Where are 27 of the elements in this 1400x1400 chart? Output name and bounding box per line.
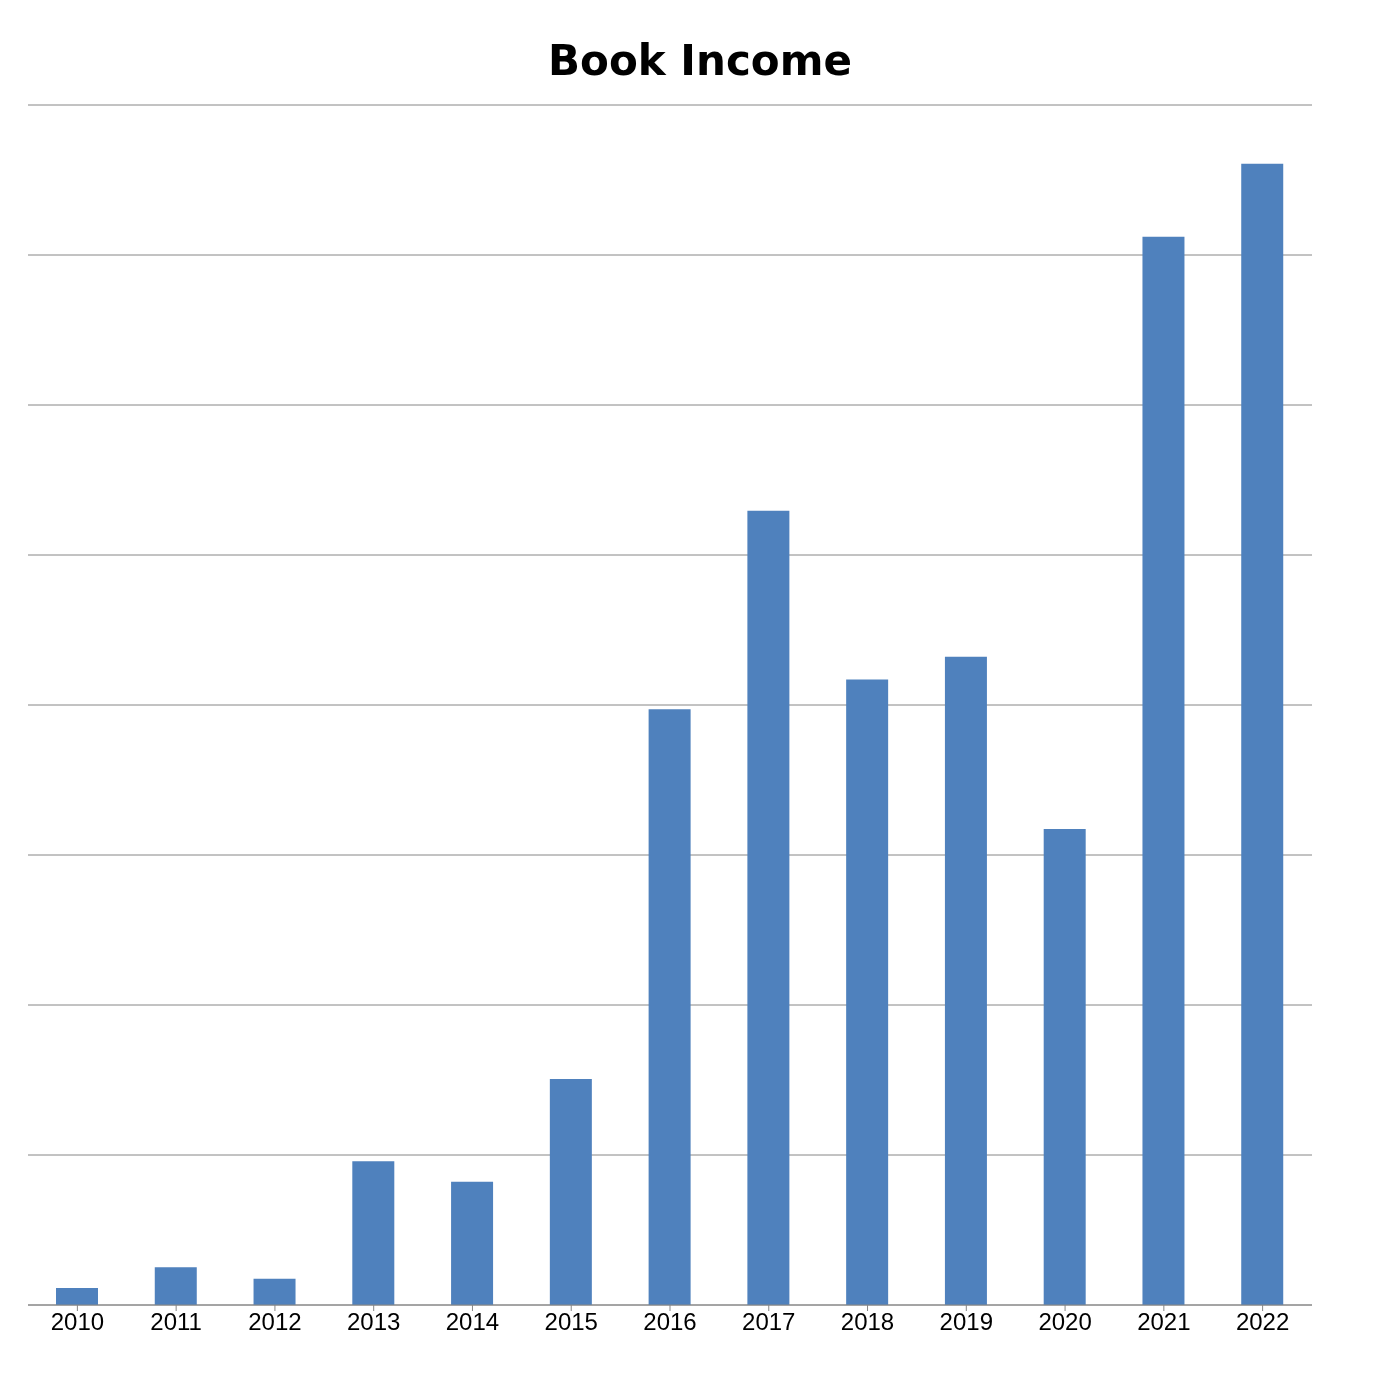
bar [253,1278,296,1305]
bar [648,709,691,1305]
x-tick-label: 2018 [840,1308,895,1336]
x-tick-label: 2013 [347,1308,401,1336]
x-tick-label: 2019 [939,1308,993,1336]
x-tick-label: 2021 [1137,1308,1191,1336]
x-tick-label: 2011 [150,1308,202,1336]
bar [549,1079,592,1305]
x-tick-label: 2010 [50,1308,105,1336]
bar [1142,236,1185,1305]
bar [56,1287,98,1305]
bar [846,679,889,1305]
bar [1241,163,1284,1305]
x-tick-label: 2014 [445,1308,500,1336]
bar [154,1267,197,1305]
chart-title: Book Income [547,35,853,85]
x-tick-label: 2020 [1038,1308,1092,1336]
x-tick-label: 2015 [544,1308,598,1336]
bar [451,1181,494,1305]
x-tick-label: 2022 [1235,1308,1290,1336]
bar [1043,829,1086,1305]
bar [747,510,790,1305]
x-tick-label: 2017 [742,1308,796,1336]
bar [352,1161,395,1305]
x-tick-label: 2016 [643,1308,697,1336]
bar [944,656,987,1305]
x-tick-label: 2012 [248,1308,302,1336]
